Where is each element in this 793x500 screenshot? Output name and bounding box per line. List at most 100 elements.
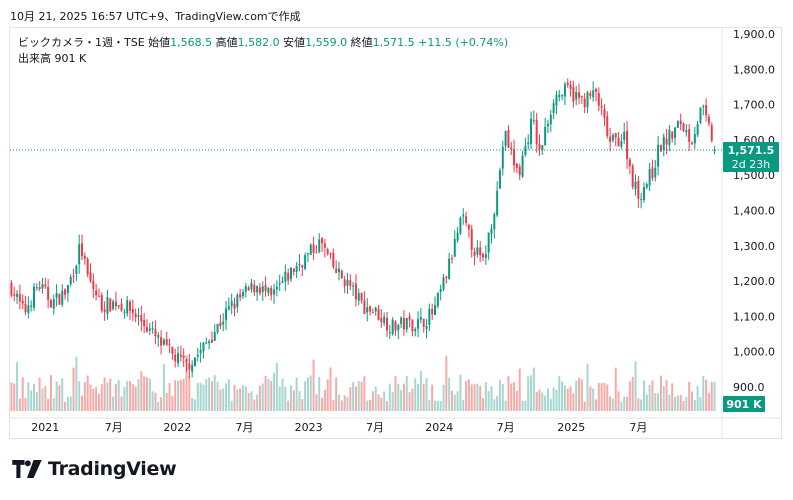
volume-bar <box>329 367 332 411</box>
volume-bar <box>524 400 527 411</box>
candle-body <box>21 300 24 304</box>
candle-body <box>177 353 180 364</box>
candle-body <box>241 291 244 297</box>
candle-body <box>30 305 33 307</box>
candle-body <box>592 90 595 98</box>
volume-bar <box>580 379 583 411</box>
candle-body <box>400 317 403 325</box>
candle-body <box>208 341 211 344</box>
volume-bar <box>281 378 284 411</box>
candle-body <box>205 342 208 344</box>
volume-bar <box>33 384 35 411</box>
candle-body <box>456 232 459 241</box>
volume-bar <box>476 383 479 411</box>
candle-body <box>659 145 662 152</box>
candle-body <box>326 249 329 254</box>
candle-body <box>38 287 41 290</box>
symbol-label[interactable]: ビックカメラ・1週・TSE <box>18 36 145 49</box>
volume-bar <box>637 398 640 411</box>
close-value: 1,571.5 <box>372 36 415 49</box>
volume-bar <box>188 376 191 411</box>
volume-bar <box>391 392 394 411</box>
candle-body <box>651 167 654 179</box>
volume-bar <box>352 382 355 411</box>
candle-body <box>199 349 202 354</box>
candle-body <box>448 258 451 280</box>
candle-body <box>535 120 538 145</box>
volume-bar <box>273 372 276 411</box>
volume-bar <box>346 397 349 411</box>
candle-body <box>148 328 151 331</box>
volume-bar <box>405 376 408 411</box>
time-tick-label: 7月 <box>366 421 384 434</box>
candle-body <box>287 272 290 281</box>
volume-bar <box>538 389 541 411</box>
volume-bar <box>154 392 157 411</box>
volume-bar <box>515 390 518 411</box>
volume-bar <box>253 399 256 411</box>
price-tick-label: 1,100.0 <box>733 310 775 323</box>
low-label: 安値 <box>283 36 306 49</box>
candle-body <box>425 326 428 329</box>
candle-body <box>628 159 631 167</box>
high-value: 1,582.0 <box>237 36 280 49</box>
candle-body <box>377 308 380 321</box>
volume-bar <box>400 389 403 411</box>
candle-body <box>609 136 612 142</box>
volume-bar <box>151 391 154 411</box>
volume-bar <box>109 378 112 411</box>
volume-bar <box>383 391 386 411</box>
candle-body <box>578 92 581 98</box>
candle-body <box>81 243 84 257</box>
volume-bar <box>665 380 668 411</box>
volume-bar <box>44 386 47 411</box>
candle-body <box>614 133 617 138</box>
candle-body <box>69 276 72 285</box>
candle-body <box>225 308 228 321</box>
volume-bar <box>58 385 61 411</box>
candle-body <box>600 106 603 108</box>
volume-bar <box>137 379 140 411</box>
volume-bar <box>504 400 507 411</box>
candle-body <box>442 277 445 290</box>
candle-body <box>549 114 552 125</box>
time-tick-label: 7月 <box>629 421 647 434</box>
volume-bar <box>394 375 397 411</box>
volume-bar <box>35 392 38 411</box>
volume-bar <box>402 383 405 411</box>
candle-body <box>49 300 52 308</box>
volume-bar <box>713 381 716 411</box>
tradingview-wordmark: TradingView <box>48 458 177 480</box>
volume-bar <box>501 383 504 411</box>
price-tick-label: 1,300.0 <box>733 240 775 253</box>
candle-body <box>95 290 98 296</box>
candle-body <box>422 318 425 327</box>
volume-label: 出来高 <box>18 52 51 65</box>
volume-bar <box>287 400 290 411</box>
candle-body <box>521 155 524 177</box>
volume-bar <box>462 400 465 411</box>
volume-bar <box>193 399 196 411</box>
candle-body <box>349 280 352 287</box>
volume-bar <box>498 379 501 411</box>
volume-bar <box>549 399 552 411</box>
volume-bar <box>671 383 674 411</box>
volume-bar <box>634 361 637 411</box>
volume-bar <box>702 376 705 411</box>
volume-bar <box>49 375 52 411</box>
volume-bar <box>459 374 462 411</box>
candle-body <box>439 288 442 293</box>
candle-body <box>258 287 261 294</box>
volume-bar <box>651 380 654 411</box>
candle-body <box>160 337 163 346</box>
candle-body <box>431 308 434 315</box>
volume-bar <box>699 397 702 411</box>
candle-body <box>78 244 81 265</box>
candle-body <box>606 116 609 136</box>
candle-body <box>586 92 589 108</box>
volume-bar <box>484 381 487 411</box>
volume-bar <box>114 383 117 411</box>
volume-bar <box>592 388 595 411</box>
candle-body <box>374 307 377 312</box>
